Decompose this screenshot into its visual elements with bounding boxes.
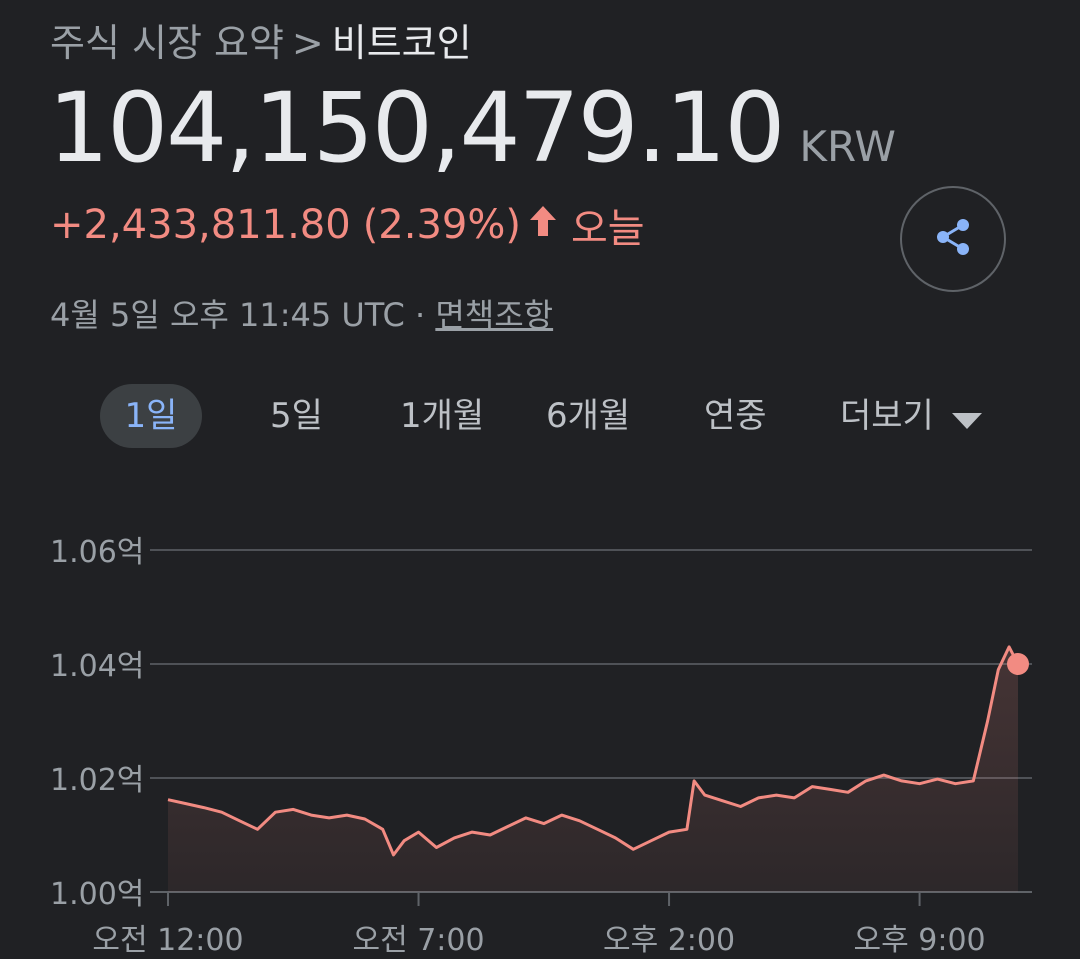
y-tick-label: 1.04억: [50, 649, 144, 684]
breadcrumb-separator: >: [291, 21, 324, 65]
update-timestamp: 4월 5일 오후 11:45 UTC: [50, 296, 405, 334]
y-tick-label: 1.06억: [50, 535, 144, 570]
breadcrumb: 주식 시장 요약 > 비트코인: [50, 12, 472, 67]
breadcrumb-current-bitcoin: 비트코인: [331, 21, 472, 65]
tab-1-month[interactable]: 1개월: [400, 396, 485, 436]
tab-more-label: 더보기: [840, 396, 934, 436]
price-change-percent: (2.39%): [362, 202, 521, 248]
x-tick-label: 오전 7:00: [352, 923, 484, 958]
tab-ytd[interactable]: 연중: [704, 396, 767, 436]
price-area-fill: [168, 646, 1018, 892]
disclaimer-link[interactable]: 면책조항: [435, 296, 554, 334]
tab-more[interactable]: 더보기: [840, 384, 982, 448]
share-button[interactable]: [900, 186, 1006, 292]
price-row: 104,150,479.10 KRW: [48, 72, 896, 184]
share-icon: [931, 215, 975, 263]
currency-code: KRW: [799, 122, 896, 171]
latest-price-point: [1007, 653, 1029, 675]
timestamp-dot: ·: [415, 296, 426, 334]
tab-1-day[interactable]: 1일: [100, 384, 202, 448]
change-period-label: 오늘: [570, 206, 645, 252]
price-line: [167, 645, 1020, 857]
price-change-amount: +2,433,811.80: [50, 202, 351, 248]
x-tick-label: 오전 12:00: [92, 923, 243, 958]
arrow-up-icon: [527, 202, 559, 248]
current-price: 104,150,479.10: [48, 72, 785, 184]
tab-6-months[interactable]: 6개월: [546, 396, 631, 436]
time-range-tabs: 1일 5일 1개월 6개월 연중 더보기: [100, 384, 1000, 448]
tab-5-days[interactable]: 5일: [270, 396, 323, 436]
price-change-row: +2,433,811.80 (2.39%) 오늘: [50, 196, 645, 254]
y-tick-label: 1.00억: [50, 877, 144, 912]
y-tick-label: 1.02억: [50, 763, 144, 798]
x-tick-label: 오후 2:00: [603, 923, 735, 958]
x-tick-label: 오후 9:00: [854, 923, 986, 958]
timestamp-row: 4월 5일 오후 11:45 UTC · 면책조항: [50, 290, 553, 336]
price-chart[interactable]: 1.06억 1.04억 1.02억 1.00억 오전 12:00 오전 7:00 오후 2…: [0, 510, 1080, 959]
breadcrumb-market-summary-link[interactable]: 주식 시장 요약: [50, 21, 284, 65]
dropdown-triangle-icon: [951, 386, 982, 450]
